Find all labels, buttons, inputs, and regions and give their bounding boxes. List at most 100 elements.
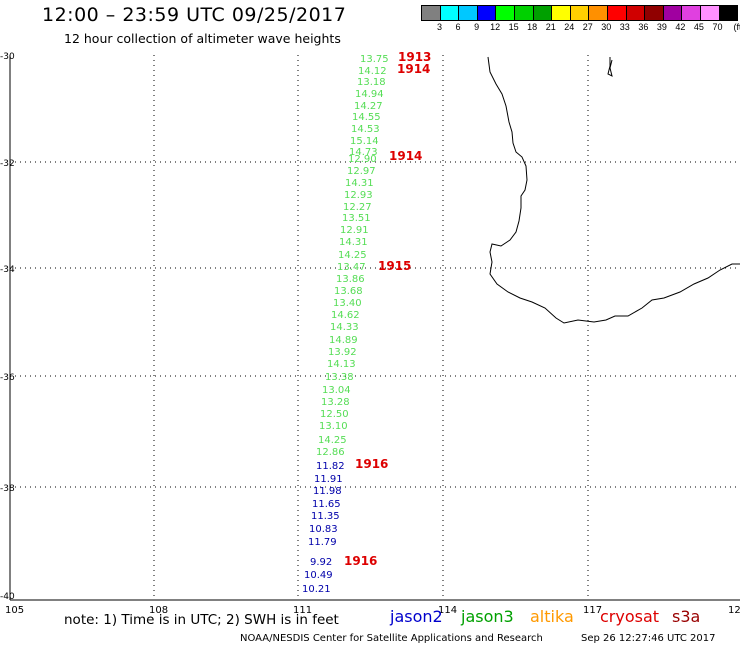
lon-label: 117 — [583, 605, 602, 616]
lon-label: 120 — [728, 605, 740, 616]
time-label: 1915 — [378, 259, 411, 273]
wave-height-value: 10.49 — [304, 570, 333, 581]
legend-label: 24 — [564, 22, 575, 32]
lon-label: 108 — [149, 605, 168, 616]
axis-ticks: 105 108 111 114 117 120 -30 -32 -34 -36 -38 -40 — [0, 52, 740, 616]
wave-height-track: 13.7514.1213.1814.9414.2714.5514.5315.14… — [302, 54, 389, 595]
legend-swatch — [496, 6, 515, 20]
wave-height-value: 13.18 — [357, 77, 386, 88]
wave-height-value: 11.65 — [312, 499, 341, 510]
wave-height-value: 10.21 — [302, 584, 331, 595]
wave-height-value: 13.86 — [336, 274, 365, 285]
wave-height-value: 14.25 — [338, 250, 367, 261]
legend-label: 33 — [619, 22, 630, 32]
legend-swatch — [440, 6, 460, 20]
legend-swatch — [645, 6, 664, 20]
wave-height-value: 12.27 — [343, 202, 372, 213]
wave-height-value: 13.75 — [360, 54, 389, 65]
wave-height-value: 13.28 — [321, 397, 350, 408]
wave-height-value: 11.98 — [313, 486, 342, 497]
wave-height-value: 13.04 — [322, 385, 351, 396]
wave-height-value: 13.51 — [342, 213, 371, 224]
note-text: note: 1) Time is in UTC; 2) SWH is in fe… — [64, 612, 339, 628]
lat-label: -32 — [0, 159, 15, 169]
wave-height-value: 14.55 — [352, 112, 381, 123]
wave-height-value: 13.47 — [337, 262, 366, 273]
legend-label: 39 — [656, 22, 667, 32]
wave-height-value: 13.38 — [325, 372, 354, 383]
wave-height-value: 14.73 — [349, 147, 378, 158]
lon-label: 105 — [5, 605, 24, 616]
legend-label: 27 — [582, 22, 593, 32]
wave-height-value: 14.13 — [327, 359, 356, 370]
wave-height-value: 13.10 — [319, 421, 348, 432]
legend-label: 36 — [638, 22, 649, 32]
legend-label: 3 — [437, 22, 443, 32]
graticule — [10, 55, 740, 600]
lat-label: -30 — [0, 52, 15, 62]
time-label: 1914 — [397, 62, 430, 76]
satellite-cryosat: cryosat — [600, 607, 660, 626]
wave-height-value: 11.82 — [316, 461, 345, 472]
legend-swatch — [607, 6, 627, 20]
legend-swatch — [422, 6, 441, 20]
wave-height-value: 14.62 — [331, 310, 360, 321]
time-label: 1913 — [398, 50, 431, 64]
legend-swatch — [589, 6, 608, 20]
legend-swatch — [626, 6, 646, 20]
wave-height-value: 11.91 — [314, 474, 343, 485]
legend-swatch — [459, 6, 478, 20]
wave-height-value: 14.53 — [351, 124, 380, 135]
wave-height-value: 11.35 — [311, 511, 340, 522]
legend-swatch — [514, 6, 534, 20]
legend-swatch — [682, 6, 701, 20]
wave-height-value: 15.14 — [350, 136, 379, 147]
time-label: 1916 — [344, 554, 377, 568]
lat-label: -34 — [0, 265, 15, 275]
wave-height-value: 14.27 — [354, 101, 383, 112]
wave-height-value: 11.79 — [308, 537, 337, 548]
legend-label: 6 — [455, 22, 461, 32]
wave-height-value: 10.83 — [309, 524, 338, 535]
satellite-jason3: jason3 — [461, 607, 514, 626]
legend-swatch — [533, 6, 553, 20]
wave-height-value: 12.86 — [316, 447, 345, 458]
legend-label: 12 — [490, 22, 501, 32]
lon-label: 111 — [293, 605, 312, 616]
wave-height-value: 13.92 — [328, 347, 357, 358]
wave-height-value: 12.91 — [340, 225, 369, 236]
satellite-altika: altika — [530, 607, 574, 626]
legend-label: 15 — [508, 22, 519, 32]
legend-label: 45 — [693, 22, 704, 32]
lon-label: 114 — [438, 605, 457, 616]
legend-swatch — [700, 6, 720, 20]
satellite-jason2: jason2 — [390, 607, 443, 626]
time-label: 1914 — [389, 149, 422, 163]
legend-label: 9 — [474, 22, 480, 32]
wave-height-value: 12.50 — [320, 409, 349, 420]
footer-credit: NOAA/NESDIS Center for Satellite Applica… — [240, 633, 543, 644]
wave-height-value: 14.12 — [358, 66, 387, 77]
wave-height-value: 12.90 — [348, 154, 377, 165]
legend-label: 70 — [712, 22, 723, 32]
time-label: 1916 — [355, 457, 388, 471]
australia-coastline — [487, 56, 740, 324]
coastal-inlet — [607, 57, 613, 77]
legend-swatch — [570, 6, 590, 20]
color-legend — [421, 5, 738, 21]
wave-height-value: 12.93 — [344, 190, 373, 201]
wave-height-value: 13.40 — [333, 298, 362, 309]
map-subtitle: 12 hour collection of altimeter wave hei… — [64, 31, 341, 46]
legend-swatch — [719, 6, 738, 20]
wave-height-value: 14.31 — [339, 237, 368, 248]
lat-label: -36 — [0, 373, 15, 383]
footer-timestamp: Sep 26 12:27:46 UTC 2017 — [581, 633, 716, 644]
legend-label: 30 — [601, 22, 612, 32]
legend-swatch — [477, 6, 497, 20]
wave-height-value: 14.33 — [330, 322, 359, 333]
legend-label: 42 — [675, 22, 686, 32]
legend-label: 18 — [527, 22, 538, 32]
